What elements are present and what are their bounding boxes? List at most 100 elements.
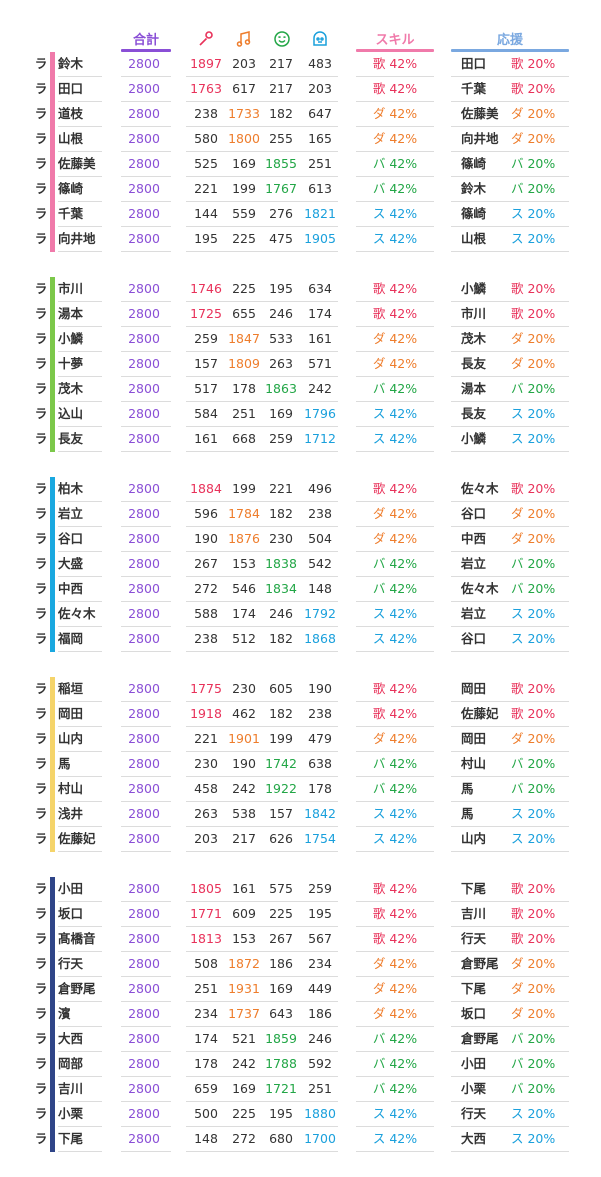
- row-divider: [451, 651, 569, 652]
- total-value: 2800: [128, 906, 160, 921]
- row-type-label: ラ: [34, 231, 48, 246]
- row-divider: [58, 1076, 102, 1077]
- stat-value-1: 500: [194, 1106, 218, 1121]
- stat-value-2: 462: [232, 706, 256, 721]
- table-row[interactable]: ラ岡田 2800 1918 462 182 238 歌 42% 佐藤妃歌 20%: [0, 702, 601, 727]
- support-member-name: 吉川: [461, 906, 487, 921]
- table-row[interactable]: ラ岩立 2800 596 1784 182 238 ダ 42% 谷口 ダ 20%: [0, 502, 601, 527]
- row-divider: [58, 1001, 102, 1002]
- total-value: 2800: [128, 781, 160, 796]
- row-divider: [121, 801, 171, 802]
- skill-value: バ 42%: [372, 1031, 418, 1046]
- stat-value-4: 234: [308, 956, 332, 971]
- table-row[interactable]: ラ向井地 2800 195 225 475 1905 ス 42% 山根 ス 20%: [0, 227, 601, 252]
- total-value: 2800: [128, 231, 160, 246]
- total-value: 2800: [128, 306, 160, 321]
- table-row[interactable]: ラ岡部 2800 178 242 1788 592 バ 42% 小田 バ 20%: [0, 1052, 601, 1077]
- row-divider: [356, 1001, 434, 1002]
- row-divider: [356, 576, 434, 577]
- table-row[interactable]: ラ山内 2800 221 1901 199 479 ダ 42% 岡田 ダ 20%: [0, 727, 601, 752]
- table-row[interactable]: ラ稲垣 2800 1775 230 605 190 歌 42% 岡田 歌 20%: [0, 677, 601, 702]
- row-type-label: ラ: [34, 331, 48, 346]
- table-row[interactable]: ラ大盛 2800 267 153 1838 542 バ 42% 岩立 バ 20%: [0, 552, 601, 577]
- table-row[interactable]: ラ篠崎 2800 221 199 1767 613 バ 42% 鈴木 バ 20%: [0, 177, 601, 202]
- table-row[interactable]: ラ山根 2800 580 1800 255 165 ダ 42% 向井地ダ 20%: [0, 127, 601, 152]
- table-row[interactable]: ラ坂口 2800 1771 609 225 195 歌 42% 吉川 歌 20%: [0, 902, 601, 927]
- stat-value-4: 1796: [304, 406, 336, 421]
- table-row[interactable]: ラ大西 2800 174 521 1859 246 バ 42% 倉野尾バ 20%: [0, 1027, 601, 1052]
- stat-value-4: 479: [308, 731, 332, 746]
- table-row[interactable]: ラ髙橋音 2800 1813 153 267 567 歌 42% 行天 歌 20%: [0, 927, 601, 952]
- table-row[interactable]: ラ千葉 2800 144 559 276 1821 ス 42% 篠崎 ス 20%: [0, 202, 601, 227]
- total-value: 2800: [128, 731, 160, 746]
- support-member-name: 佐々木: [461, 481, 499, 496]
- table-row[interactable]: ラ鈴木 2800 1897 203 217 483 歌 42% 田口 歌 20%: [0, 52, 601, 77]
- stat-value-1: 230: [194, 756, 218, 771]
- stat-value-1: 596: [194, 506, 218, 521]
- table-row[interactable]: ラ湯本 2800 1725 655 246 174 歌 42% 市川 歌 20%: [0, 302, 601, 327]
- support-member-name: 岡田: [461, 731, 487, 746]
- support-value: バ 20%: [511, 781, 556, 796]
- table-row[interactable]: ラ茂木 2800 517 178 1863 242 バ 42% 湯本 バ 20%: [0, 377, 601, 402]
- table-row[interactable]: ラ村山 2800 458 242 1922 178 バ 42% 馬 バ 20%: [0, 777, 601, 802]
- member-name: 佐藤美: [58, 156, 96, 171]
- table-row[interactable]: ラ濱 2800 234 1737 643 186 ダ 42% 坂口 ダ 20%: [0, 1002, 601, 1027]
- stat-value-2: 617: [232, 81, 256, 96]
- table-row[interactable]: ラ倉野尾 2800 251 1931 169 449 ダ 42% 下尾 ダ 20%: [0, 977, 601, 1002]
- table-row[interactable]: ラ小栗 2800 500 225 195 1880 ス 42% 行天 ス 20%: [0, 1102, 601, 1127]
- table-row[interactable]: ラ道枝 2800 238 1733 182 647 ダ 42% 佐藤美ダ 20%: [0, 102, 601, 127]
- table-row[interactable]: ラ浅井 2800 263 538 157 1842 ス 42% 馬 ス 20%: [0, 802, 601, 827]
- support-value: バ 20%: [511, 556, 556, 571]
- stat-value-2: 1809: [228, 356, 260, 371]
- group-color-bar: [50, 677, 55, 852]
- skill-value: ダ 42%: [372, 356, 418, 371]
- table-row[interactable]: ラ柏木 2800 1884 199 221 496 歌 42% 佐々木歌 20%: [0, 477, 601, 502]
- group-3: ラ柏木 2800 1884 199 221 496 歌 42% 佐々木歌 20% ラ岩立 2800…: [0, 477, 601, 652]
- row-divider: [451, 776, 569, 777]
- table-row[interactable]: ラ田口 2800 1763 617 217 203 歌 42% 千葉 歌 20%: [0, 77, 601, 102]
- stat-value-4: 238: [308, 506, 332, 521]
- table-row[interactable]: ラ長友 2800 161 668 259 1712 ス 42% 小鱗 ス 20%: [0, 427, 601, 452]
- row-divider: [356, 1151, 434, 1152]
- table-row[interactable]: ラ中西 2800 272 546 1834 148 バ 42% 佐々木バ 20%: [0, 577, 601, 602]
- row-divider: [58, 976, 102, 977]
- member-name: 鈴木: [58, 56, 84, 71]
- table-row[interactable]: ラ谷口 2800 190 1876 230 504 ダ 42% 中西 ダ 20%: [0, 527, 601, 552]
- support-value: 歌 20%: [511, 81, 556, 96]
- table-row[interactable]: ラ小田 2800 1805 161 575 259 歌 42% 下尾 歌 20%: [0, 877, 601, 902]
- support-value: ダ 20%: [511, 531, 556, 546]
- row-divider: [186, 301, 338, 302]
- stat-value-3: 182: [269, 506, 293, 521]
- table-row[interactable]: ラ込山 2800 584 251 169 1796 ス 42% 長友 ス 20%: [0, 402, 601, 427]
- stat-value-1: 144: [194, 206, 218, 221]
- table-row[interactable]: ラ佐々木 2800 588 174 246 1792 ス 42% 岩立 ス 20%: [0, 602, 601, 627]
- row-divider: [186, 576, 338, 577]
- row-divider: [356, 1101, 434, 1102]
- table-row[interactable]: ラ小鱗 2800 259 1847 533 161 ダ 42% 茂木 ダ 20%: [0, 327, 601, 352]
- table-row[interactable]: ラ十夢 2800 157 1809 263 571 ダ 42% 長友 ダ 20%: [0, 352, 601, 377]
- stat-value-4: 190: [308, 681, 332, 696]
- table-row[interactable]: ラ市川 2800 1746 225 195 634 歌 42% 小鱗 歌 20%: [0, 277, 601, 302]
- member-name: 浅井: [58, 806, 84, 821]
- stat-value-3: 230: [269, 531, 293, 546]
- table-row[interactable]: ラ福岡 2800 238 512 182 1868 ス 42% 谷口 ス 20%: [0, 627, 601, 652]
- row-divider: [356, 601, 434, 602]
- member-name: 長友: [58, 431, 84, 446]
- row-divider: [186, 76, 338, 77]
- table-row[interactable]: ラ下尾 2800 148 272 680 1700 ス 42% 大西 ス 20%: [0, 1127, 601, 1152]
- stat-value-4: 1700: [304, 1131, 336, 1146]
- table-row[interactable]: ラ佐藤妃 2800 203 217 626 1754 ス 42% 山内 ス 20%: [0, 827, 601, 852]
- table-row[interactable]: ラ行天 2800 508 1872 186 234 ダ 42% 倉野尾ダ 20%: [0, 952, 601, 977]
- skill-value: ス 42%: [372, 831, 418, 846]
- row-divider: [121, 951, 171, 952]
- table-row[interactable]: ラ吉川 2800 659 169 1721 251 バ 42% 小栗 バ 20%: [0, 1077, 601, 1102]
- table-row[interactable]: ラ佐藤美 2800 525 169 1855 251 バ 42% 篠崎 バ 20%: [0, 152, 601, 177]
- stat-value-2: 225: [232, 1106, 256, 1121]
- support-value: バ 20%: [511, 1056, 556, 1071]
- support-value: 歌 20%: [511, 931, 556, 946]
- stat-value-4: 496: [308, 481, 332, 496]
- member-name: 小栗: [58, 1106, 84, 1121]
- member-name: 湯本: [58, 306, 84, 321]
- table-row[interactable]: ラ馬 2800 230 190 1742 638 バ 42% 村山 バ 20%: [0, 752, 601, 777]
- row-divider: [121, 376, 171, 377]
